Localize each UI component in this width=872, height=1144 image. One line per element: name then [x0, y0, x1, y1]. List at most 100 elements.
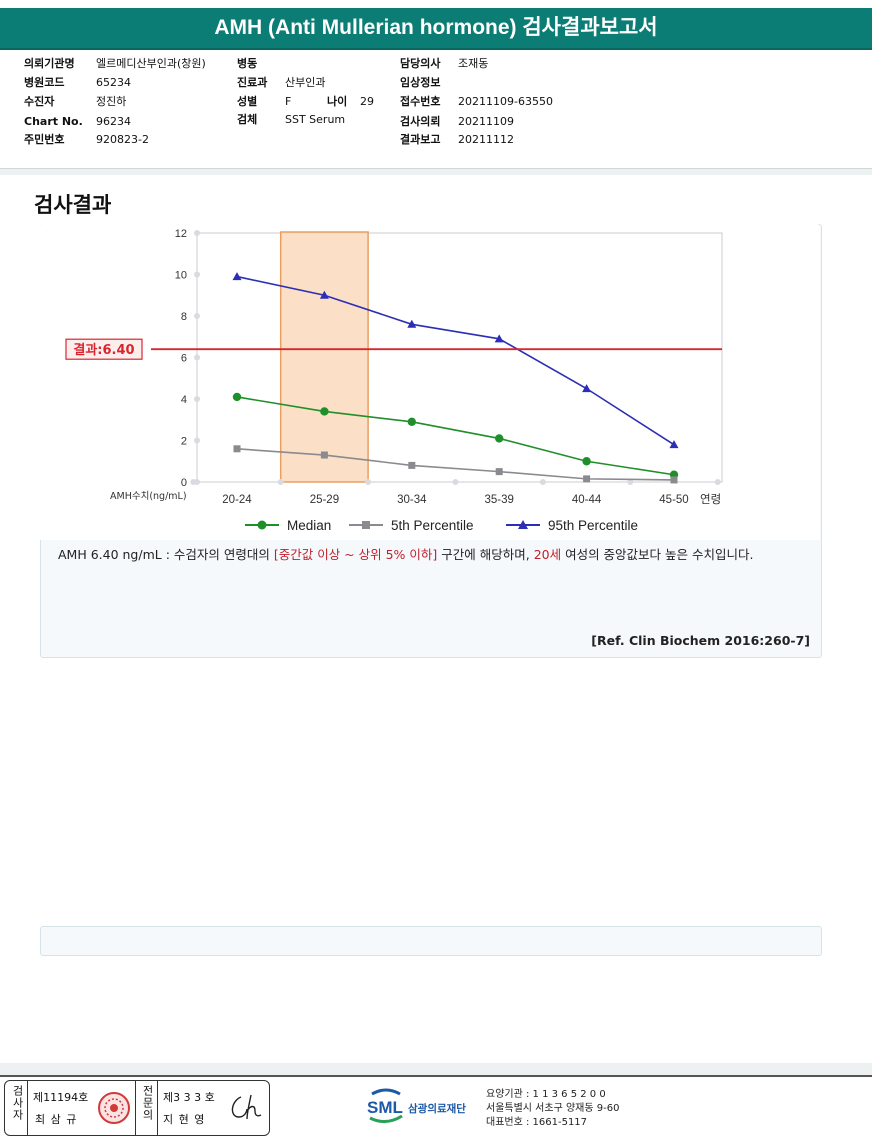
- y-tick-label: 12: [175, 228, 187, 240]
- info-label: 진료과: [237, 76, 268, 89]
- data-point: [582, 457, 591, 466]
- x-tick-dot: [190, 479, 197, 485]
- inspector-cell: [5, 1081, 136, 1135]
- info-value: 조재동: [458, 57, 489, 70]
- series-line: [236, 448, 675, 481]
- reference: [Ref. Clin Biochem 2016:260-7]: [591, 633, 810, 648]
- x-tick-dot: [627, 479, 634, 485]
- x-tick-label: 35-39: [484, 494, 513, 506]
- data-point: [320, 407, 329, 416]
- org-info: 요양기관 : 1 1 3 6 5 2 0 0 서울특별시 서초구 양재동 9-6…: [486, 1088, 619, 1130]
- plot-frame: [196, 232, 723, 483]
- x-tick-label: 30-34: [397, 494, 427, 506]
- description-text: 구간에 해당하며,: [437, 547, 534, 562]
- info-label: 검사의뢰: [400, 115, 441, 128]
- y-tick-label: 0: [181, 477, 187, 489]
- chart-background: [40, 224, 820, 540]
- legend-marker: [362, 521, 370, 529]
- description-text: AMH 6.40 ng/mL : 수검자의 연령대의: [58, 547, 274, 562]
- sml-logo-text: SML: [367, 1098, 403, 1117]
- description-text: 여성의 중앙값보다 높은 수치입니다.: [561, 547, 754, 562]
- inspector-number: 제11194호: [33, 1091, 89, 1104]
- info-value: 20211112: [458, 133, 514, 146]
- info-label: 임상정보: [400, 76, 441, 89]
- amh-chart: 0 2 4 6 8 10 12 20-24 25-29 30-34 35-39 40-44 45-50 A…: [65, 228, 723, 533]
- y-tick-dot: [194, 271, 200, 278]
- data-point: [495, 468, 503, 476]
- description-highlight-range: [중간값 이상 ~ 상위 5% 이하]: [273, 547, 438, 562]
- info-label: 병동: [237, 57, 258, 70]
- highlight-band: [279, 231, 369, 483]
- section-title: 검사결과: [34, 193, 112, 217]
- info-value: F: [285, 95, 292, 108]
- y-tick-label: 6: [181, 353, 187, 365]
- x-tick-dot: [539, 479, 546, 485]
- info-value: 엘르메디산부인과(창원): [96, 57, 206, 70]
- patient-info: 의뢰기관명 엘르메디산부인과(창원) 병원코드 65234 수진자 정진하 Chart…: [0, 50, 872, 170]
- signature-box: 검사자 제11194호 최 삼 규 전문의 제3 3 3 호 지 현 영: [4, 1080, 270, 1136]
- legend-label: 5th Percentile: [391, 518, 474, 533]
- doctor-signature-icon: [231, 1094, 262, 1120]
- y-tick-label: 10: [175, 270, 187, 282]
- legend-marker: [518, 520, 528, 529]
- divider-band: [0, 169, 872, 175]
- org-address: 서울특별시 서초구 양재동 9-60: [486, 1103, 620, 1114]
- info-label: 나이: [327, 95, 348, 108]
- description-highlight-age: 20세: [533, 547, 562, 562]
- x-tick-dot: [452, 479, 459, 485]
- legend-label: Median: [287, 518, 331, 533]
- inspector-seal-icon: [98, 1092, 130, 1124]
- y-tick-dot: [194, 313, 200, 319]
- info-value: 정진하: [96, 95, 127, 108]
- footer-divider: [0, 1075, 872, 1077]
- result-description: AMH 6.40 ng/mL : 수검자의 연령대의 [중간값 이상 ~ 상위 …: [58, 545, 823, 565]
- info-label: 주민번호: [24, 133, 65, 146]
- info-label: 결과보고: [400, 133, 441, 146]
- inspector-label: 검사자: [11, 1085, 24, 1121]
- y-tick-dot: [194, 396, 200, 402]
- info-label: 수진자: [24, 95, 55, 108]
- result-label-box: [65, 338, 143, 360]
- org-code: 요양기관 : 1 1 3 6 5 2 0 0: [486, 1089, 606, 1100]
- y-tick-dot: [194, 230, 200, 236]
- x-tick-label: 20-24: [222, 494, 252, 506]
- info-value: 20211109-63550: [458, 95, 553, 108]
- org-name: 삼광의료재단: [408, 1103, 466, 1115]
- doctor-label-cell: 전문의: [135, 1081, 158, 1135]
- data-point: [407, 417, 416, 427]
- doctor-name: 지 현 영: [163, 1113, 206, 1126]
- info-value: 920823-2: [96, 133, 149, 146]
- org-phone: 대표번호 : 1661-5117: [486, 1117, 588, 1128]
- info-label: 담당의사: [400, 57, 441, 70]
- info-label: 병원코드: [24, 76, 65, 89]
- inspector-name: 최 삼 규: [35, 1113, 78, 1126]
- doctor-number: 제3 3 3 호: [163, 1091, 215, 1104]
- y-tick-label: 2: [181, 436, 187, 448]
- info-value: 96234: [96, 115, 131, 128]
- info-label: 성별: [237, 95, 258, 108]
- y-tick-dot: [194, 354, 200, 361]
- inspector-label-cell: 검사자: [5, 1081, 28, 1135]
- divider: [0, 168, 872, 169]
- info-value: SST Serum: [285, 113, 346, 126]
- info-value: 29: [360, 95, 374, 108]
- data-point: [232, 392, 242, 402]
- x-axis-label: 연령: [700, 492, 721, 506]
- x-tick-dot: [365, 479, 372, 485]
- data-point: [582, 384, 592, 393]
- result-label: 결과:6.40: [73, 342, 134, 358]
- legend-label: 95th Percentile: [548, 518, 638, 533]
- info-label: 의뢰기관명: [24, 57, 75, 70]
- info-value: 65234: [96, 76, 131, 89]
- y-tick-label: 8: [181, 311, 187, 323]
- data-point: [232, 272, 242, 281]
- report-title: AMH (Anti Mullerian hormone) 검사결과보고서: [0, 8, 872, 50]
- data-point: [670, 476, 678, 484]
- data-point: [669, 440, 679, 449]
- x-tick-label: 25-29: [310, 494, 339, 506]
- sml-logo-icon: SML: [367, 1088, 403, 1123]
- data-point: [583, 475, 591, 483]
- footer-band: [0, 1063, 872, 1075]
- info-value: 산부인과: [285, 76, 326, 89]
- data-point: [320, 451, 328, 459]
